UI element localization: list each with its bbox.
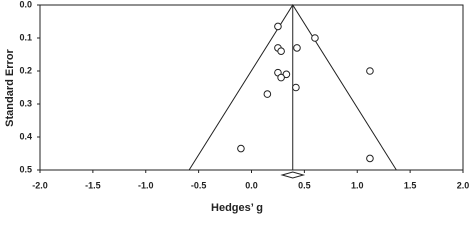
study-point [277, 47, 285, 56]
x-tick-label: 0.0 [245, 180, 258, 190]
x-tick-label: 2.0 [457, 180, 470, 190]
pooled-diamond [280, 171, 306, 179]
x-tick-label: 1.5 [404, 180, 417, 190]
study-point [237, 144, 245, 153]
study-point [282, 70, 291, 79]
y-tick-label: 0.3 [19, 98, 32, 108]
study-point [292, 83, 300, 92]
study-point [274, 22, 282, 31]
x-tick-label: 0.5 [298, 180, 311, 190]
study-point [277, 73, 285, 82]
study-point [366, 154, 374, 163]
y-tick-label: 0.4 [19, 131, 32, 141]
study-point [263, 90, 272, 98]
y-tick-label: 0.2 [19, 65, 32, 75]
y-tick-label: 0.5 [19, 164, 32, 174]
study-point [311, 34, 319, 42]
y-axis-title: Standard Error [4, 48, 16, 126]
x-tick-label: -2.0 [32, 180, 48, 190]
x-tick-label: -1.5 [85, 180, 101, 190]
study-point [293, 44, 301, 52]
x-tick-label: -0.5 [191, 180, 207, 190]
plot-frame [39, 4, 464, 171]
study-point [366, 67, 374, 75]
y-tick-label: 0.0 [19, 0, 32, 9]
x-tick-label: 1.0 [351, 180, 364, 190]
y-tick-label: 0.1 [19, 32, 32, 42]
x-tick-label: -1.0 [138, 180, 154, 190]
x-axis-title: Hedges’ g [211, 202, 263, 214]
